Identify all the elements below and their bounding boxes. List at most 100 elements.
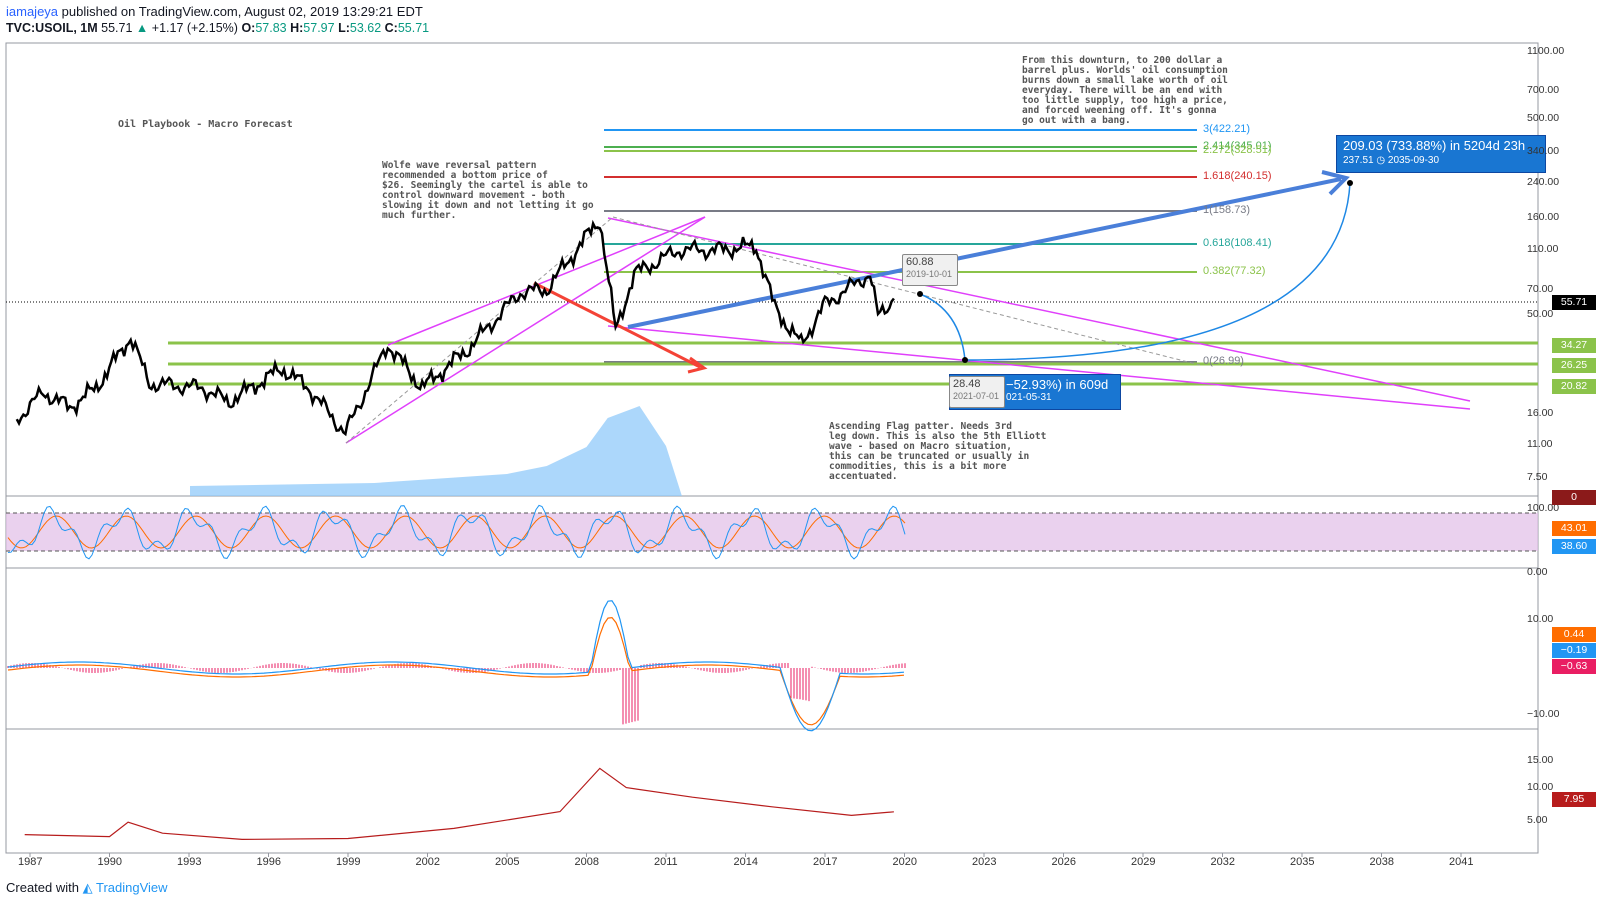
footer-brand[interactable]: TradingView <box>96 880 168 895</box>
low-label: L: <box>338 21 350 35</box>
time-axis-label: 2026 <box>1051 856 1076 868</box>
price-axis-label: 50.00 <box>1527 308 1554 320</box>
publish-text: published on TradingView.com, August 02,… <box>61 4 423 19</box>
price-axis-label: 10.00 <box>1527 613 1554 625</box>
time-axis-label: 2038 <box>1369 856 1394 868</box>
open-label: O: <box>241 21 256 35</box>
price-badge: 34.27 <box>1552 338 1596 353</box>
price-badge: 55.71 <box>1552 295 1596 310</box>
fib-label: 0(26.99) <box>1203 355 1244 367</box>
close-label: C: <box>384 21 398 35</box>
macd-pane <box>7 600 906 732</box>
publish-info: iamajeya published on TradingView.com, A… <box>6 4 423 19</box>
clock-icon: ◷ <box>1376 155 1386 166</box>
price-axis-label: 15.00 <box>1527 754 1554 766</box>
chart-border <box>5 42 1539 854</box>
price-axis-label: −10.00 <box>1527 708 1560 720</box>
flag-upper-line <box>607 217 1471 402</box>
price-badge: −0.19 <box>1552 643 1596 658</box>
change-arrow-icon: ▲ <box>135 21 149 35</box>
price-badge: 26.25 <box>1552 358 1596 373</box>
price-badge: 0 <box>1552 490 1596 505</box>
author-link[interactable]: iamajeya <box>6 4 59 19</box>
macd-line <box>7 600 905 732</box>
high-label: H: <box>290 21 304 35</box>
time-axis-label: 2011 <box>654 856 678 868</box>
projection-curve <box>919 293 966 361</box>
symbol-name: TVC:USOIL, 1M <box>6 21 98 35</box>
open-value: 57.83 <box>255 21 287 35</box>
time-axis-label: 2032 <box>1210 856 1235 868</box>
fib-label: 2.414(345.01) <box>1203 140 1272 152</box>
price-axis-label: 10.00 <box>1527 781 1554 793</box>
fib-label: 0.618(108.41) <box>1203 237 1272 249</box>
time-axis-label: 2041 <box>1449 856 1474 868</box>
projection-up-main: 209.03 (733.88%) in 5204d 23h <box>1343 138 1526 153</box>
low-value: 53.62 <box>349 21 382 35</box>
wolfe-dashed-line <box>612 216 1201 366</box>
fib-label: 0.382(77.32) <box>1203 265 1266 277</box>
flag-lower-line <box>607 325 1471 410</box>
projection-up-callout[interactable]: 209.03 (733.88%) in 5204d 23h 237.51 ◷ 2… <box>1336 135 1546 173</box>
last-price: 55.71 <box>101 21 133 35</box>
price-axis-label: 5.00 <box>1527 814 1548 826</box>
price-badge: 0.44 <box>1552 627 1596 642</box>
macd-signal-line <box>7 616 905 726</box>
price-badge: 38.60 <box>1552 539 1596 554</box>
symbol-info: TVC:USOIL, 1M 55.71 ▲ +1.17 (+2.15%) O:5… <box>6 21 429 35</box>
projection-down-date: 021-05-31 <box>1006 392 1052 403</box>
price-axis-label: 1100.00 <box>1527 45 1565 57</box>
projection-up-date: 2035-09-30 <box>1387 155 1440 166</box>
footer-text: Created with <box>6 880 79 895</box>
time-axis-label: 1987 <box>18 856 43 868</box>
close-value: 55.71 <box>397 21 430 35</box>
tooltip-top: 60.88 2019-10-01 <box>902 254 958 286</box>
price-series <box>15 219 895 437</box>
fib-label: 1(158.73) <box>1203 204 1251 216</box>
chart-title: Oil Playbook - Macro Forecast <box>118 119 293 130</box>
tradingview-logo-icon[interactable]: ◭ <box>82 880 93 895</box>
price-axis-label: 500.00 <box>1527 112 1560 124</box>
price-badge: 7.95 <box>1552 792 1596 807</box>
price-axis-label: 70.00 <box>1527 283 1554 295</box>
price-line <box>15 219 895 437</box>
price-axis-label: 7.50 <box>1527 471 1548 483</box>
atr-pane <box>24 767 894 841</box>
volume-histogram <box>190 406 682 496</box>
tooltip-top-value: 60.88 <box>906 256 934 268</box>
footer: Created with ◭ TradingView <box>6 880 168 896</box>
stoch-d-line <box>7 515 906 549</box>
drawings <box>345 170 1471 444</box>
time-axis-label: 2029 <box>1131 856 1156 868</box>
time-axis-label: 1999 <box>336 856 361 868</box>
price-axis-label: 11.00 <box>1527 438 1553 450</box>
time-axis-label: 2035 <box>1290 856 1315 868</box>
fib-label: 3(422.21) <box>1203 123 1251 135</box>
stoch-k-line <box>7 504 906 560</box>
price-axis-label: 340.00 <box>1527 145 1560 157</box>
price-axis-label: 240.00 <box>1527 176 1560 188</box>
price-axis-label: 100.00 <box>1527 502 1560 514</box>
price-axis-label: 700.00 <box>1527 84 1560 96</box>
wolfe-note: Wolfe wave reversal pattern recommended … <box>382 160 594 221</box>
price-axis-label: 110.00 <box>1527 243 1559 255</box>
wolfe-channel-line <box>387 216 706 346</box>
tooltip-bottom: 28.48 2021-07-01 <box>949 376 1005 408</box>
projection-point <box>962 357 968 363</box>
price-badge: 43.01 <box>1552 521 1596 536</box>
time-axis-label: 2008 <box>574 856 599 868</box>
fib-label: 2.272(328.51) <box>1203 144 1272 156</box>
projection-down-main: −52.93%) in 609d <box>1006 377 1109 392</box>
tooltip-bottom-value: 28.48 <box>953 378 981 390</box>
projection-point <box>1347 180 1353 186</box>
fib-lines <box>6 129 1538 386</box>
projection-point <box>917 291 923 297</box>
wolfe-dashed-line <box>345 216 614 444</box>
time-axis-label: 2020 <box>892 856 917 868</box>
price-axis-label: 0.00 <box>1527 566 1548 578</box>
time-axis-label: 2005 <box>495 856 520 868</box>
projection-up-sub: 237.51 ◷ 2035-09-30 <box>1337 155 1545 166</box>
red-arrow-head <box>687 356 708 374</box>
projection-up-price: 237.51 <box>1343 155 1374 166</box>
